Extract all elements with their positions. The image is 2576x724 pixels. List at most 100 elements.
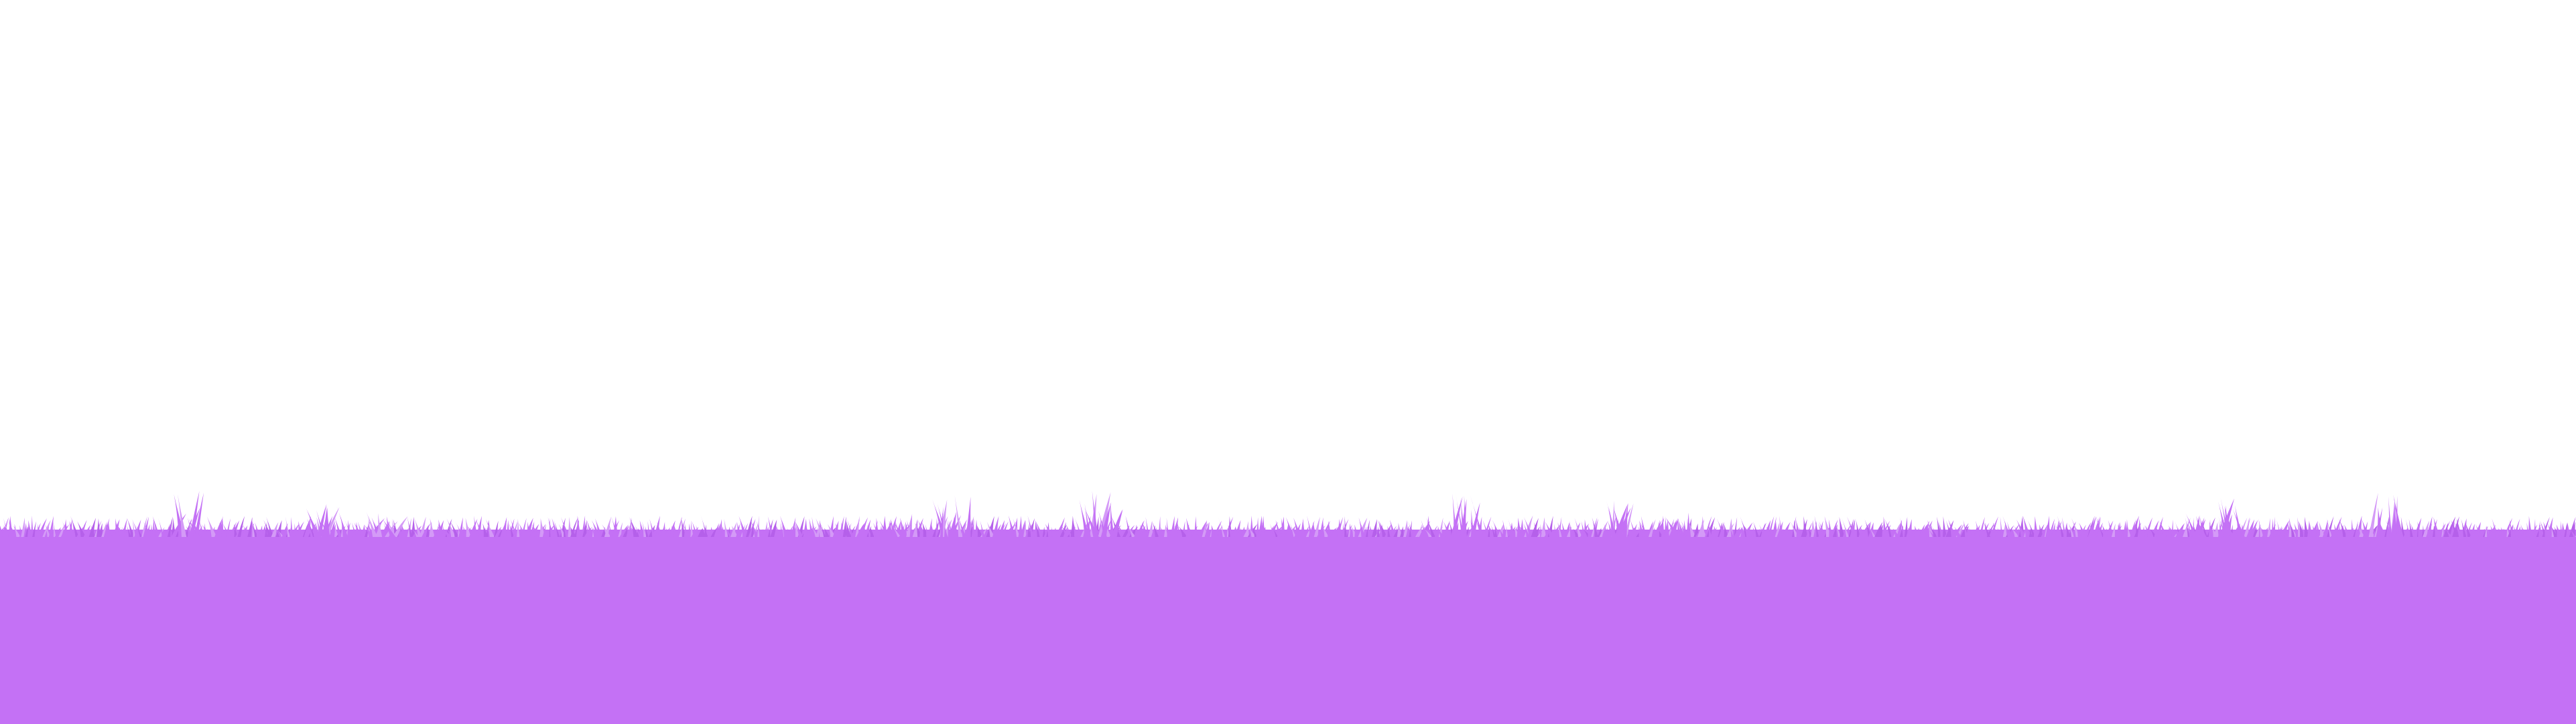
grass-blade — [1948, 519, 1957, 537]
grass-blade — [2570, 521, 2576, 537]
grass-blade — [1938, 521, 1943, 537]
grass-tuft-blade — [887, 520, 901, 537]
grass-blade — [1561, 522, 1567, 537]
grass-blade — [1003, 526, 1013, 537]
grass-blade — [647, 521, 650, 537]
grass-blade — [1285, 523, 1291, 537]
grass-blade — [2489, 524, 2497, 537]
grass-blade — [1313, 516, 1320, 537]
grass-blade — [2310, 520, 2318, 537]
grass-blade — [2271, 518, 2274, 537]
grass-blade — [411, 528, 419, 537]
grass-blade — [541, 526, 550, 537]
grass-blade — [2566, 522, 2571, 537]
grass-blade — [688, 523, 692, 537]
grass-blade — [485, 519, 495, 537]
grass-blade — [794, 520, 803, 537]
grass-tuft-blade — [188, 507, 200, 537]
grass-tuft-blade — [1613, 507, 1624, 537]
grass-blade — [1376, 526, 1380, 537]
grass-blade — [1342, 523, 1345, 537]
grass-blade — [1541, 517, 1546, 537]
grass-blade — [2087, 516, 2095, 537]
grass-blade — [1159, 526, 1166, 537]
grass-blade — [2168, 525, 2177, 537]
grass-blade — [233, 524, 238, 537]
grass-blade — [2405, 518, 2410, 537]
grass-blade — [748, 519, 756, 537]
grass-blade — [720, 526, 724, 537]
grass-blade — [1781, 522, 1791, 537]
grass-blade — [623, 528, 628, 537]
grass-tuft-blade — [190, 491, 200, 537]
grass-blade — [2167, 527, 2173, 537]
grass-blade — [1337, 519, 1342, 537]
grass-blade — [9, 518, 14, 537]
grass-blade — [1020, 520, 1025, 537]
grass-blade — [1261, 522, 1269, 537]
grass-blade — [2549, 523, 2558, 537]
grass-blades — [0, 516, 2576, 537]
grass-tuft-blade — [385, 518, 397, 537]
grass-blade — [1533, 522, 1539, 537]
grass-tuft-blade — [385, 521, 398, 537]
grass-blade — [1163, 524, 1168, 537]
grass-blade — [2201, 520, 2207, 537]
grass-blade — [2323, 520, 2329, 537]
grass-blade — [1387, 526, 1391, 537]
grass-blade — [290, 517, 294, 537]
grass-blade — [2339, 518, 2347, 537]
grass-blade — [518, 522, 527, 537]
grass-blade — [774, 527, 780, 537]
grass-tuft-blade — [1460, 497, 1466, 537]
grass-blade — [498, 528, 503, 537]
grass-blade — [1592, 517, 1599, 537]
grass-blade — [294, 523, 296, 537]
grass-tuft-blade — [323, 506, 328, 537]
grass-blade — [2426, 516, 2433, 537]
grass-blade — [259, 525, 263, 537]
grass-blade — [463, 526, 467, 537]
grass-blade — [1752, 521, 1759, 537]
grass-blade — [1858, 526, 1868, 537]
grass-blade — [1649, 519, 1656, 537]
grass-blade — [1757, 520, 1766, 537]
grass-blade — [1687, 518, 1696, 537]
grass-blade — [2079, 522, 2087, 537]
grass-blade — [929, 524, 935, 537]
grass-blade — [947, 520, 951, 537]
grass-blade — [812, 516, 816, 537]
grass-blade — [135, 523, 143, 537]
grass-blade — [2417, 522, 2422, 537]
grass-blade — [1856, 520, 1860, 537]
grass-tuft-blade — [1669, 518, 1679, 537]
grass-blade — [2514, 528, 2523, 537]
grass-blade — [2213, 522, 2219, 537]
grass-blade — [601, 524, 611, 537]
grass-blade — [1551, 524, 1561, 537]
grass-blade — [2045, 516, 2050, 537]
grass-blade — [756, 520, 763, 537]
grass-blade — [2094, 517, 2102, 537]
grass-blade — [1966, 524, 1974, 537]
grass-blade — [1072, 524, 1080, 537]
grass-blade — [1057, 517, 1066, 537]
grass-tuft-blade — [393, 516, 408, 537]
grass-blade — [157, 518, 164, 537]
grass-blade — [816, 518, 826, 537]
grass-blade — [32, 521, 37, 537]
grass-blade — [2276, 520, 2282, 537]
grass-blade — [1502, 520, 1507, 537]
grass-blade — [2267, 518, 2271, 537]
grass-blade — [517, 518, 520, 537]
grass-tuft-blade — [2376, 507, 2383, 537]
grass-blade — [1301, 519, 1305, 537]
grass-blade — [307, 518, 316, 537]
grass-blade — [1599, 520, 1608, 537]
grass-tuft-blade — [1664, 516, 1680, 537]
grass-ground — [0, 530, 2576, 724]
grass-blade — [1896, 520, 1903, 537]
grass-blade — [2130, 520, 2136, 537]
grass-tuft-blade — [1655, 520, 1660, 537]
